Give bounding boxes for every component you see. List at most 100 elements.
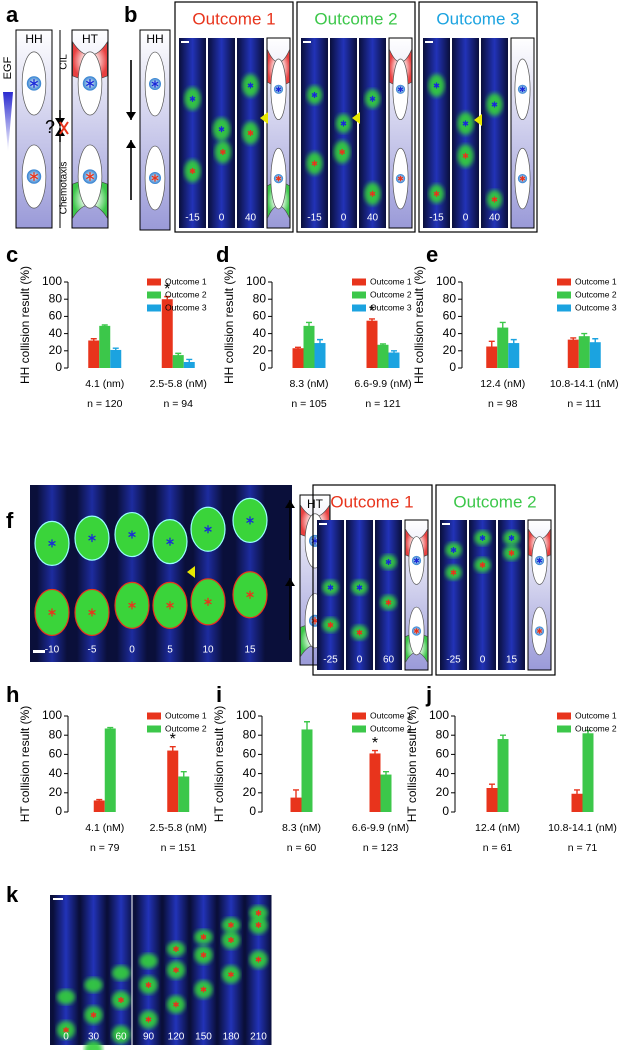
legend-swatch: [147, 278, 161, 286]
outcome-box: [174, 1, 294, 233]
cell-marker: [173, 967, 179, 973]
error-bar: [510, 338, 517, 347]
cell-marker: [255, 910, 262, 916]
scale-bar: [425, 41, 433, 43]
cell-marker: [479, 535, 486, 541]
sample-size: n = 71: [568, 842, 598, 854]
y-tick-label: 20: [243, 785, 257, 799]
cell-marker: [519, 176, 526, 181]
y-tick-label: 80: [253, 291, 267, 305]
cell-marker: [85, 173, 95, 180]
cell-marker: [218, 127, 225, 132]
y-tick-label: 100: [436, 274, 456, 288]
y-tick-label: 20: [253, 343, 267, 357]
cell-marker: [173, 1002, 179, 1007]
contact-arrowhead: [352, 112, 360, 124]
sample-size: n = 111: [567, 398, 601, 410]
panel-letter: e: [426, 242, 438, 267]
y-axis-label: HH collision result (%): [222, 266, 236, 384]
cell-marker: [311, 92, 318, 98]
cell-marker: [247, 83, 254, 88]
bar: [88, 340, 100, 368]
significance-mark: *: [170, 731, 176, 748]
cell-marker: [275, 176, 282, 181]
contact-arrowhead: [187, 566, 195, 578]
sample-size: n = 120: [87, 398, 122, 410]
cell-marker: [491, 197, 498, 202]
y-axis-label: HH collision result (%): [18, 266, 32, 384]
legend-swatch: [557, 712, 571, 720]
y-tick-label: 0: [55, 804, 62, 818]
time-label: 15: [244, 645, 256, 656]
panel-letter: h: [6, 682, 19, 707]
y-tick-label: 20: [436, 785, 450, 799]
y-axis-label: HT collision result (%): [18, 706, 32, 822]
cell-marker: [200, 934, 207, 940]
bar: [93, 800, 105, 812]
legend-swatch: [352, 725, 366, 733]
error-bar: [293, 789, 299, 806]
legend-swatch: [147, 304, 161, 312]
time-label: 40: [245, 213, 257, 224]
y-tick-label: 60: [49, 309, 63, 323]
error-bar: [112, 347, 119, 352]
bar: [571, 793, 583, 812]
y-tick-label: 80: [243, 727, 257, 741]
y-tick-label: 0: [249, 804, 256, 818]
time-label: 0: [219, 213, 225, 224]
bar: [178, 776, 190, 812]
error-bar: [592, 338, 599, 346]
legend-label: Outcome 1: [165, 710, 207, 720]
x-tick-label: 4.1 (nM): [85, 822, 124, 834]
cell-marker: [536, 558, 543, 563]
panel-letter: f: [6, 508, 14, 533]
cell-fluorescence: [139, 953, 158, 969]
time-label: 0: [480, 655, 486, 666]
error-bar: [317, 338, 323, 347]
cell-marker: [151, 81, 159, 87]
cell-fluorescence: [84, 977, 103, 993]
error-bar: [304, 721, 310, 738]
y-tick-label: 20: [49, 785, 63, 799]
panel-letter: c: [6, 242, 18, 267]
time-label: -10: [45, 645, 60, 656]
outcome-title: Outcome 3: [436, 9, 519, 28]
error-bar: [369, 318, 375, 323]
cell-fluorescence: [56, 989, 76, 1005]
cell-marker: [128, 531, 136, 538]
time-label: -25: [323, 655, 338, 666]
legend-label: Outcome 2: [575, 723, 617, 733]
sample-size: n = 151: [161, 842, 196, 854]
error-bar: [306, 321, 312, 330]
time-label: 15: [506, 655, 518, 666]
y-tick-label: 0: [259, 360, 266, 374]
cell-fluorescence: [84, 1040, 103, 1050]
scale-bar: [319, 523, 327, 525]
time-label: 30: [88, 1032, 100, 1043]
cell-fluorescence: [111, 1025, 131, 1044]
sample-size: n = 123: [363, 842, 398, 854]
y-tick-label: 40: [443, 326, 457, 340]
cell-marker: [536, 629, 543, 633]
cell-marker: [385, 600, 392, 605]
y-tick-label: 100: [236, 708, 256, 722]
x-tick-label: 12.4 (nM): [475, 822, 520, 834]
cell-marker: [85, 80, 95, 87]
bar: [99, 325, 111, 368]
cell-marker: [339, 149, 346, 155]
bar: [303, 325, 315, 368]
time-label: -15: [185, 213, 200, 224]
micrograph: [117, 485, 147, 662]
y-tick-label: 80: [49, 727, 63, 741]
cell-marker: [166, 539, 174, 545]
cell-fluorescence: [111, 965, 131, 981]
x-tick-label: 12.4 (nM): [480, 378, 525, 390]
cell-marker: [491, 102, 498, 107]
column-label: HH: [146, 32, 163, 46]
question-mark: ?: [45, 117, 55, 137]
bar: [369, 753, 381, 812]
outcome-box: [418, 1, 538, 233]
error-bar: [585, 729, 591, 737]
bar: [167, 750, 179, 812]
cell-marker: [200, 987, 207, 992]
